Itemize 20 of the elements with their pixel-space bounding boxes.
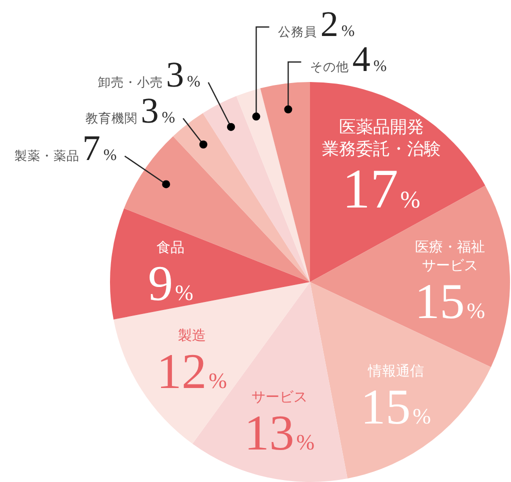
slice-label: その他	[310, 60, 352, 74]
slice-label: 医薬品開発業務委託・治験	[322, 118, 441, 159]
slice-label: サービス	[251, 390, 308, 406]
data-label: 15%	[360, 378, 431, 435]
slice-label: 公務員	[278, 25, 320, 39]
data-label: 12%	[156, 343, 227, 400]
slice-label: 医療・福祉サービス	[414, 240, 485, 274]
slice-label: 教育機関	[86, 110, 141, 126]
slice-label: 情報通信	[366, 364, 424, 380]
data-label: 15%	[414, 272, 486, 329]
data-label: 13%	[244, 404, 315, 461]
data-label: 17%	[342, 158, 420, 221]
slice-label: 卸売・小売	[98, 75, 166, 90]
data-label: 9%	[148, 254, 194, 311]
slice-label: 食品	[156, 240, 185, 256]
data-label: 4%	[352, 39, 387, 79]
data-label: 7%	[82, 128, 117, 168]
slice-label: 製造	[178, 328, 206, 344]
data-label: 2%	[320, 4, 355, 44]
slice-label: 製薬・薬品	[14, 149, 82, 164]
